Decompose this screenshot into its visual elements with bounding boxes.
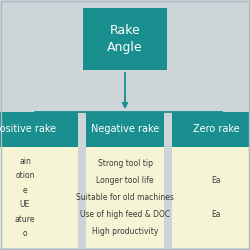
FancyBboxPatch shape [0,147,78,248]
Text: otion: otion [15,171,35,180]
FancyBboxPatch shape [0,112,78,147]
FancyBboxPatch shape [172,112,250,147]
Text: Positive rake: Positive rake [0,124,56,134]
Text: Zero rake: Zero rake [193,124,239,134]
Text: Rake
Angle: Rake Angle [107,24,143,54]
FancyBboxPatch shape [86,147,164,248]
Text: Use of high feed & DOC: Use of high feed & DOC [80,210,170,219]
Text: Ea: Ea [211,210,221,219]
Text: ature: ature [15,215,35,224]
FancyBboxPatch shape [83,8,167,70]
Text: Ea: Ea [211,176,221,185]
Text: Longer tool life: Longer tool life [96,176,154,185]
Text: ain: ain [19,157,31,166]
FancyBboxPatch shape [86,112,164,147]
Text: e: e [23,186,27,195]
Text: Strong tool tip: Strong tool tip [98,159,152,168]
FancyBboxPatch shape [172,147,250,248]
Text: UE: UE [20,200,30,209]
Text: o: o [23,229,27,238]
Text: Negative rake: Negative rake [91,124,159,134]
Text: Suitable for old machines: Suitable for old machines [76,193,174,202]
Text: High productivity: High productivity [92,227,158,236]
